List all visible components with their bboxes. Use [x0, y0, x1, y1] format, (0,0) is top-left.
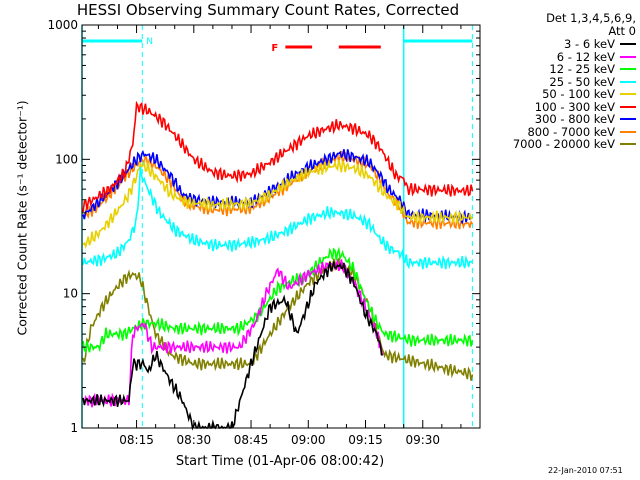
legend-entry-label: 50 - 100 keV	[542, 87, 615, 102]
legend-swatch	[620, 93, 636, 96]
legend-entry-label: 12 - 25 keV	[549, 62, 615, 77]
legend-swatch	[620, 43, 636, 46]
legend-swatch	[620, 55, 636, 58]
flare-marker-label: F	[271, 43, 278, 54]
legend-entry-label: 800 - 7000 keV	[527, 124, 615, 139]
legend-entry-label: 7000 - 20000 keV	[512, 137, 615, 152]
legend-swatch	[620, 143, 636, 146]
chart-title: HESSI Observing Summary Count Rates, Cor…	[76, 1, 460, 19]
legend-header-detectors: Det 1,3,4,5,6,9,	[546, 11, 636, 25]
series-line-0	[82, 261, 383, 431]
legend-entry-label: 3 - 6 keV	[564, 37, 615, 52]
y-tick-label: 100	[55, 152, 78, 166]
series-line-6	[82, 149, 473, 224]
legend: Det 1,3,4,5,6,9, Att 0 3 - 6 keV 6 - 12 k…	[480, 12, 636, 151]
x-tick-label: 09:15	[348, 433, 383, 447]
x-tick-label: 08:30	[177, 433, 212, 447]
x-tick-label: 08:15	[119, 433, 154, 447]
legend-entry-label: 6 - 12 keV	[556, 49, 615, 64]
legend-entry: 6 - 12 keV	[480, 49, 636, 64]
legend-entry: 12 - 25 keV	[480, 62, 636, 77]
timestamp: 22-Jan-2010 07:51	[548, 466, 623, 475]
legend-swatch	[620, 118, 636, 121]
plot-frame	[81, 24, 481, 429]
legend-swatch	[620, 80, 636, 83]
y-axis-label: Corrected Count Rate (s⁻¹ detector⁻¹)	[14, 100, 30, 336]
y-tick-label: 1	[70, 421, 78, 435]
legend-entry: 25 - 50 keV	[480, 74, 636, 89]
legend-swatch	[620, 130, 636, 133]
legend-entries: 3 - 6 keV 6 - 12 keV 12 - 25 keV 25 - 50 ke…	[480, 37, 636, 152]
legend-swatch	[620, 105, 636, 108]
legend-entry: 7000 - 20000 keV	[480, 137, 636, 152]
x-tick-label: 09:30	[405, 433, 440, 447]
legend-entry: 50 - 100 keV	[480, 87, 636, 102]
legend-entry: 800 - 7000 keV	[480, 124, 636, 139]
x-axis-label: Start Time (01-Apr-06 08:00:42)	[175, 454, 385, 469]
legend-header-attenuator: Att 0	[608, 24, 636, 38]
legend-entry-label: 25 - 50 keV	[549, 74, 615, 89]
legend-entry: 3 - 6 keV	[480, 37, 636, 52]
x-tick-label: 08:45	[234, 433, 269, 447]
night-marker-label: N	[146, 37, 153, 47]
y-tick-label: 10	[63, 287, 78, 301]
y-tick-label: 1000	[47, 18, 78, 32]
series-line-5	[82, 100, 474, 212]
x-tick-label: 09:00	[291, 433, 326, 447]
legend-entry-label: 100 - 300 keV	[534, 99, 615, 114]
legend-entry-label: 300 - 800 keV	[534, 112, 615, 127]
series-line-4	[82, 159, 473, 250]
series-line-3	[82, 166, 473, 270]
series-line-8	[82, 257, 474, 381]
series-line-2	[82, 246, 474, 354]
legend-entry: 100 - 300 keV	[480, 99, 636, 114]
legend-entry: 300 - 800 keV	[480, 112, 636, 127]
legend-swatch	[620, 68, 636, 71]
